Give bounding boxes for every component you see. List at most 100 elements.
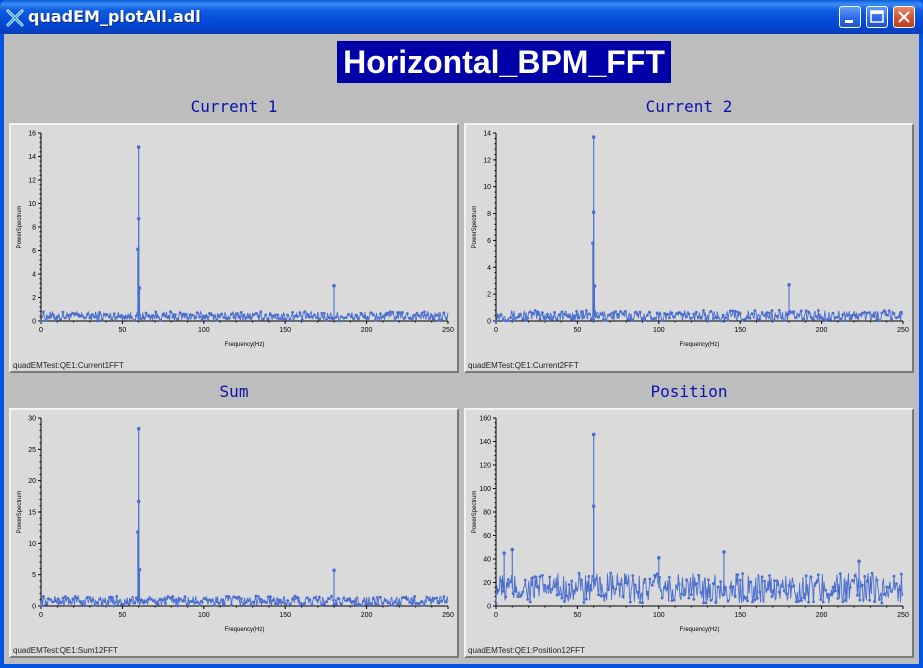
data-point [697,573,701,577]
data-point [670,599,674,603]
data-point [545,312,549,316]
x-axis-label: Frequency(Hz) [680,342,720,348]
data-point [288,318,292,322]
data-point [709,598,713,602]
maximize-button[interactable] [866,6,888,28]
data-point [198,315,202,319]
data-point [435,314,439,317]
data-point [870,313,874,317]
plot-sum[interactable]: 0 5 10 15 20 25 30 0 50 100 150 200 250 Frequency(Hz)… [9,408,459,658]
data-point [733,594,737,598]
data-point [313,596,316,600]
data-point [405,597,409,601]
data-point [856,593,859,597]
data-point [531,576,535,580]
data-point [383,313,387,317]
y-tick-label: 60 [483,533,491,540]
data-point [252,600,255,604]
x-axis-label: Frequency(Hz) [225,342,265,348]
data-point [782,589,786,593]
x-tick-label: 100 [653,612,665,619]
x-tick-label: 0 [39,327,43,334]
data-point [509,316,513,319]
data-point [386,601,390,605]
data-point [511,318,515,322]
data-point [614,587,618,591]
data-point [892,574,896,578]
data-point [391,310,395,314]
data-point [293,594,297,598]
peak-point [136,216,141,221]
data-point [342,316,346,320]
data-point [227,316,231,320]
data-point [415,311,419,315]
data-point [49,598,53,602]
data-point [538,317,542,321]
data-point [147,597,150,601]
data-point [794,316,798,319]
data-point [592,318,596,322]
title-bar[interactable]: quadEM_plotAll.adl [0,0,923,34]
plot-current1[interactable]: 0 2 4 6 8 10 12 14 16 0 50 100 150 200 250 Frequency(Hz… [9,123,459,373]
plot-title-current2: Current 2 [645,97,733,116]
data-point [39,319,43,323]
data-point [147,314,150,318]
data-point [337,597,341,601]
data-point [553,311,557,314]
data-point [115,595,119,598]
data-point [173,313,177,317]
data-point [56,315,60,318]
data-point [611,585,615,589]
plot-position[interactable]: 0 20 40 60 80 100 120 140 160 0 50 100 150 200 250 Freq… [464,408,914,658]
data-point [444,600,448,604]
minimize-button[interactable] [839,6,861,28]
data-point [504,595,508,599]
data-point [782,319,786,323]
data-point [675,312,679,316]
data-point [667,575,671,579]
chart-svg: 0 20 40 60 80 100 120 140 160 0 50 100 150 200 250 Freq… [472,416,909,634]
data-point [545,586,549,590]
data-point [322,312,326,315]
data-point [680,313,683,316]
display-area: Horizontal_BPM_FFT Current 1 0 2 4 6 8 10 12 14… [4,34,919,664]
y-tick-label: 0 [487,604,491,611]
data-point [614,310,618,313]
data-point [161,313,165,317]
data-point [317,317,321,321]
data-point [812,600,815,604]
data-point [98,597,102,601]
data-point [381,315,385,319]
close-button[interactable] [893,6,915,28]
y-tick-label: 100 [479,486,491,493]
data-point [232,315,236,319]
data-point [540,573,544,577]
data-point [670,311,674,315]
data-point [521,590,525,594]
x-tick-label: 0 [494,327,498,334]
data-point [797,313,801,317]
data-point [339,602,343,606]
data-point [437,318,441,322]
data-point [838,572,842,576]
plot-current2[interactable]: 0 2 4 6 8 10 12 14 0 50 100 150 200 250 Frequency(Hz) P… [464,123,914,373]
data-point [396,603,399,606]
data-point [821,317,825,321]
data-point [663,586,666,590]
data-point [589,317,593,321]
data-point [73,594,77,598]
data-point [799,599,803,603]
data-point [707,578,710,582]
data-point [526,316,530,320]
data-point [266,317,270,321]
data-point [298,604,302,607]
data-point [437,601,441,605]
data-point [176,317,180,321]
data-point [702,308,705,312]
data-point [787,584,791,588]
data-point [533,309,537,312]
data-point [349,315,353,319]
data-point [848,317,852,321]
data-point [430,314,434,318]
plot-title-current1: Current 1 [190,97,278,116]
